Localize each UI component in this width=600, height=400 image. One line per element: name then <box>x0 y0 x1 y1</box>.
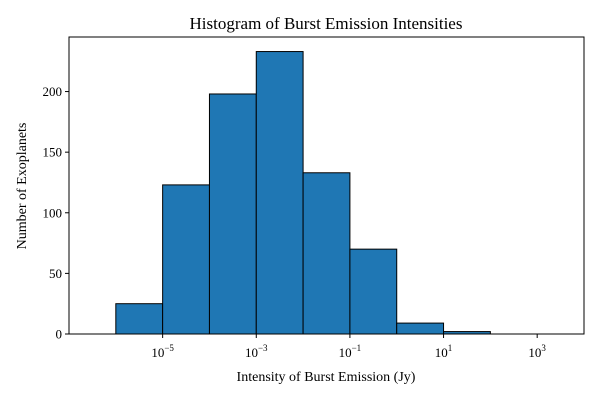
x-tick-label: 101 <box>435 343 453 360</box>
y-tick-label: 100 <box>43 205 63 220</box>
histogram-bar <box>208 93 257 335</box>
histogram-bar <box>162 184 210 335</box>
y-tick-label: 150 <box>43 145 63 160</box>
y-axis-label: Number of Exoplanets <box>15 123 30 250</box>
histogram-bar <box>302 172 351 335</box>
y-tick-label: 0 <box>56 327 63 342</box>
histogram-bar <box>115 303 164 335</box>
x-axis-label: Intensity of Burst Emission (Jy) <box>237 370 416 385</box>
x-tick-label: 10−3 <box>245 343 268 360</box>
x-tick-label: 10−5 <box>151 343 174 360</box>
histogram-bar <box>396 322 445 335</box>
y-axis-ticks: 0 50 100 150 200 <box>43 84 69 342</box>
x-axis-ticks: 10−5 10−3 10−1 101 103 <box>151 334 546 360</box>
histogram-bar <box>349 248 398 335</box>
histogram-bar <box>255 51 304 335</box>
plot-frame <box>68 36 585 335</box>
y-tick-label: 200 <box>43 84 63 99</box>
x-tick-label: 103 <box>528 343 546 360</box>
chart-title: Histogram of Burst Emission Intensities <box>190 14 463 33</box>
x-tick-label: 10−1 <box>339 343 362 360</box>
y-tick-label: 50 <box>49 266 62 281</box>
bars-group <box>115 51 491 335</box>
